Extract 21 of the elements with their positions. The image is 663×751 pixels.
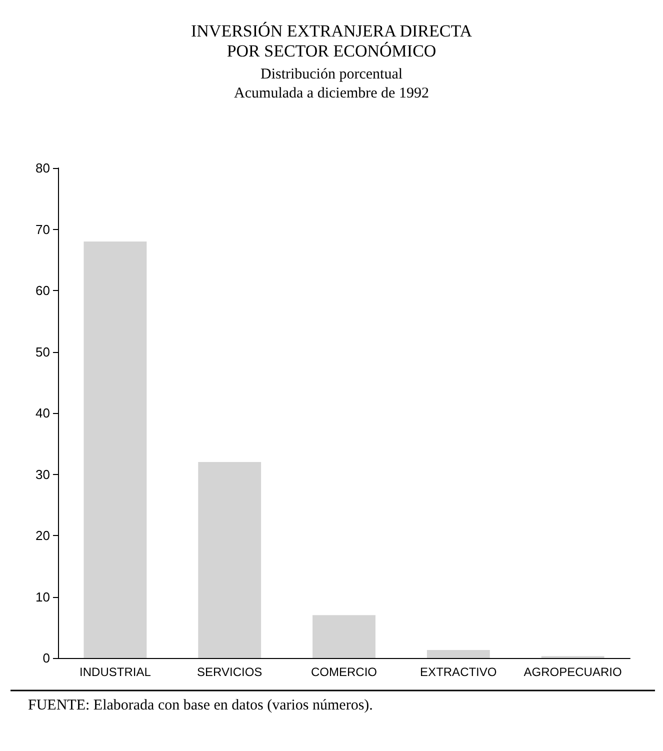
source-note: FUENTE: Elaborada con base en datos (varios números).: [28, 698, 373, 714]
y-tick-label: 80: [36, 160, 50, 176]
x-tick-label: AGROPECUARIO: [524, 665, 622, 679]
y-tick-label: 50: [36, 344, 50, 360]
y-tick-label: 0: [42, 650, 50, 666]
x-tick-label: EXTRACTIVO: [420, 665, 497, 679]
bar: [426, 650, 490, 658]
bar: [198, 462, 262, 658]
y-tick-label: 10: [36, 589, 50, 604]
y-tick-label: 20: [36, 528, 50, 543]
bar: [84, 242, 147, 658]
x-tick-label: SERVICIOS: [197, 665, 262, 679]
y-tick-label: 30: [36, 466, 50, 482]
x-tick-label: INDUSTRIAL: [80, 665, 152, 679]
bar: [312, 615, 376, 658]
x-tick-label: COMERCIO: [311, 665, 377, 679]
chart-title: INVERSIÓN EXTRANJERA DIRECTA POR SECTOR ECONÓMICO: [190, 22, 473, 60]
y-tick-label: 70: [36, 222, 50, 237]
y-tick-label: 40: [36, 406, 50, 420]
y-tick-label: 60: [36, 283, 50, 298]
chart-subtitle: Distribución porcentual Acumulada a diciembre de 1992: [234, 66, 429, 102]
